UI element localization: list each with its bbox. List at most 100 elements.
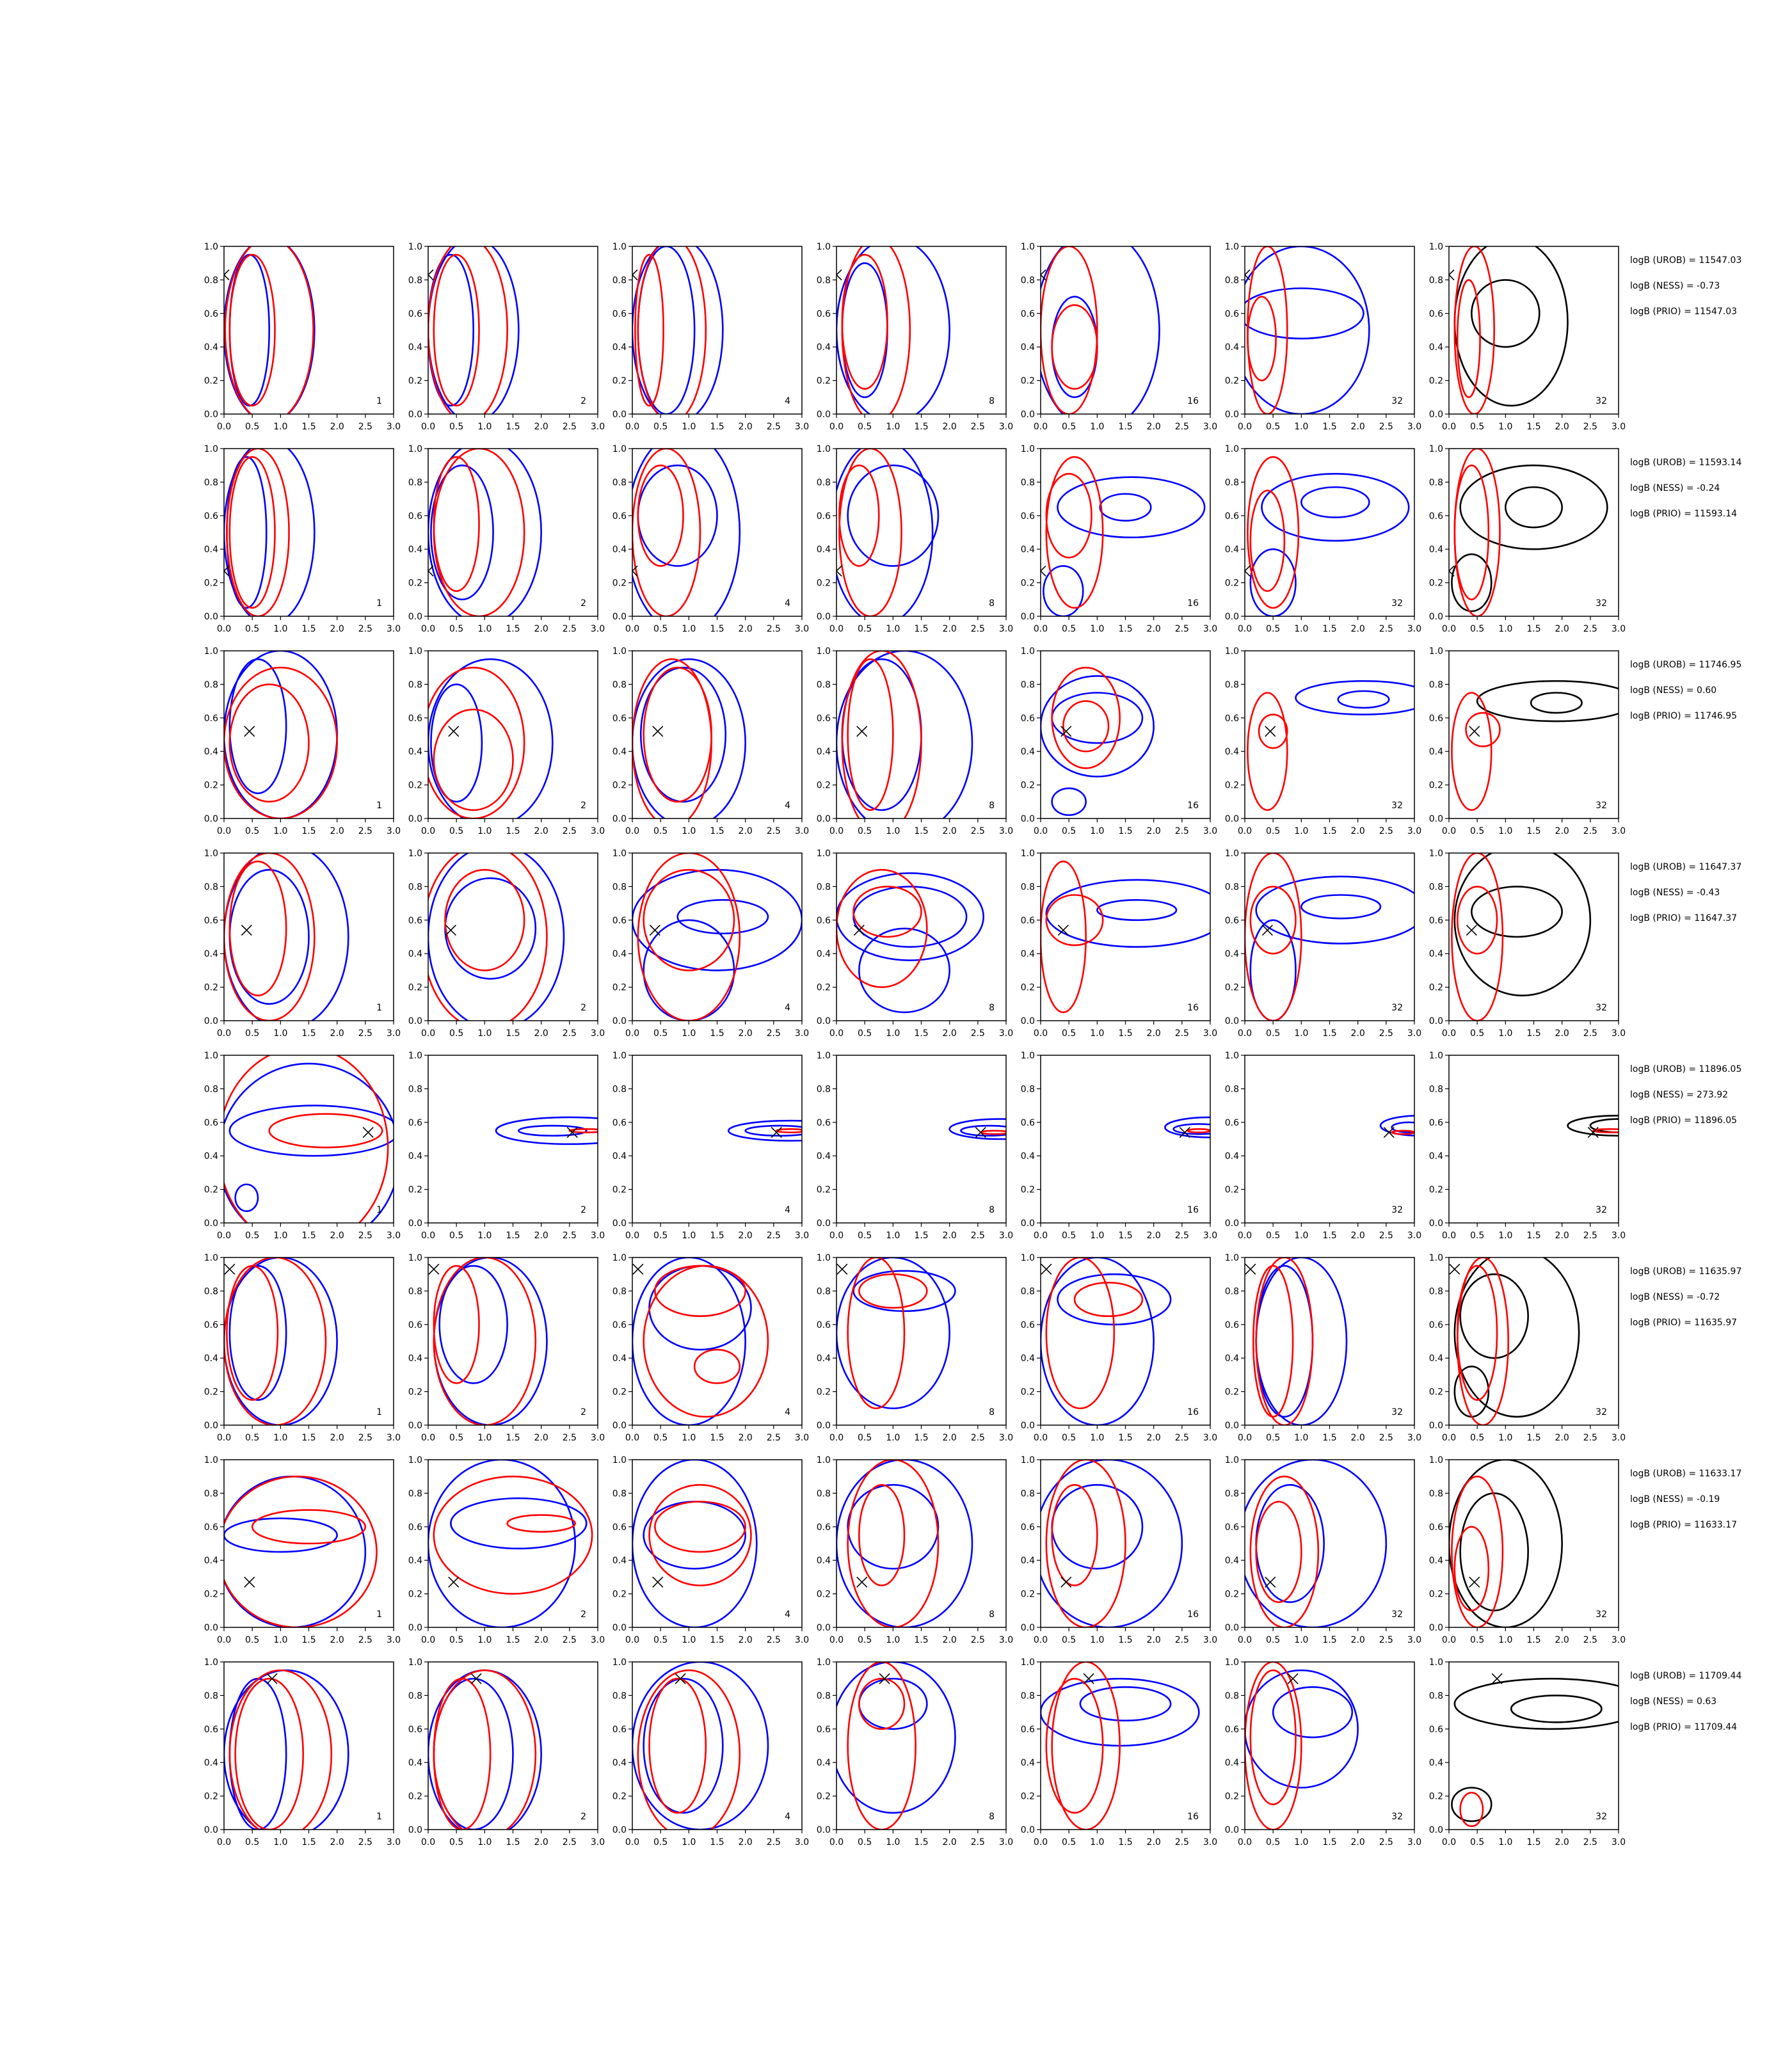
y-tick-label: 0.4 [204,545,218,555]
panel-label: 8 [989,1609,995,1620]
blue-contour [1245,1669,1359,1789]
y-tick-label: 1.0 [408,444,422,454]
x-tick-label: 0.5 [858,1635,872,1645]
y-tick-label: 1.0 [204,1657,218,1668]
red-contour [428,246,508,414]
x-tick-label: 3.0 [591,624,605,634]
y-tick-label: 0.4 [817,1151,831,1161]
y-tick-label: 0.0 [1225,1421,1239,1431]
red-contour [224,1055,389,1223]
contours [632,1460,758,1627]
axes-frame [1244,1055,1415,1224]
y-tick-label: 0.6 [1225,511,1239,522]
contours [1041,1662,1200,1830]
blue-contour [224,1062,394,1223]
x-tick-label: 2.0 [1351,1433,1365,1443]
x-tick-label: 2.5 [767,826,781,836]
x-tick-label: 2.5 [1379,624,1393,634]
y-tick-label: 0.6 [1429,1118,1443,1128]
y-tick-label: 0.4 [1225,1758,1239,1768]
x-marker [652,1576,664,1588]
contours [632,246,724,414]
x-tick-label: 0.0 [625,422,639,432]
logb-annotations: logB (UROB) = 11547.03 logB (NESS) = -0.7… [1630,255,1741,317]
y-tick-label: 0.2 [612,1792,627,1802]
subplot: 0.0 0.5 1.0 1.5 2.0 2.5 3.0 0.0 0.2 0.4 0.6 0.8 1.0 4 [612,444,809,634]
y-tick-label: 0.0 [408,814,422,824]
blue-contour [1041,1460,1183,1627]
blue-contour [1300,894,1382,920]
x-tick-label: 1.5 [710,1433,724,1443]
y-tick-label: 0.8 [1225,882,1239,892]
x-tick-label: 3.0 [795,1433,809,1443]
x-marker [1060,1576,1072,1588]
subplot: 0.0 0.5 1.0 1.5 2.0 2.5 3.0 0.0 0.2 0.4 0.6 0.8 1.0 4 [612,849,809,1039]
subplot: 0.0 0.5 1.0 1.5 2.0 2.5 3.0 0.0 0.2 0.4 0.6 0.8 1.0 1… [1021,1657,1217,1847]
x-tick-label: 1.5 [1526,624,1540,634]
blue-contour [836,1460,973,1627]
red-contour [224,246,314,414]
contours [1245,853,1414,1021]
y-tick-label: 0.8 [204,275,218,285]
x-marker [1265,1576,1276,1588]
x-marker [675,1673,686,1684]
y-tick-label: 0.6 [1429,1320,1443,1330]
x-tick-label: 2.0 [534,1028,548,1039]
x-tick-label: 1.0 [682,1231,696,1241]
contours [1451,449,1608,616]
x-tick-label: 0.0 [1034,1635,1048,1645]
blue-contour [1391,1121,1414,1133]
x-marker [1245,269,1251,281]
y-tick-label: 0.8 [1021,1691,1035,1701]
blue-contour [632,1257,746,1425]
red-contour [643,1265,769,1418]
x-marker [244,726,255,737]
x-tick-label: 3.0 [1612,422,1626,432]
blue-contour [639,666,727,803]
contours [836,1460,973,1627]
red-contour [228,456,276,609]
y-tick-label: 0.2 [1225,376,1239,387]
y-tick-label: 0.6 [1429,511,1443,522]
x-tick-label: 2.0 [943,1837,957,1847]
x-tick-label: 1.5 [506,1028,520,1039]
logb-urob-text: logB (UROB) = 11633.17 [1630,1469,1741,1479]
x-tick-label: 0.0 [829,1433,844,1443]
subplot: 0.0 0.5 1.0 1.5 2.0 2.5 3.0 0.0 0.2 0.4 0.6 0.8 1.0 3… [1225,1253,1421,1443]
red-contour [1245,1662,1302,1830]
y-tick-label: 0.2 [1021,579,1035,589]
x-tick-label: 2.0 [943,826,957,836]
y-tick-label: 0.0 [1429,814,1443,824]
black-contour [1451,1787,1492,1823]
axes-frame [1244,246,1415,415]
y-tick-label: 0.0 [1429,1623,1443,1633]
x-tick-label: 2.5 [971,422,985,432]
x-tick-label: 2.0 [1555,1433,1569,1443]
red-contour [1456,279,1481,399]
x-tick-label: 3.0 [1407,826,1421,836]
x-tick-label: 2.0 [330,1028,344,1039]
panel-label: 4 [785,1812,790,1822]
y-tick-label: 1.0 [612,242,627,252]
y-tick-label: 0.2 [204,376,218,387]
x-tick-label: 1.5 [301,1433,316,1443]
x-tick-label: 3.0 [591,422,605,432]
x-tick-label: 0.5 [1470,422,1484,432]
logb-prio-text: logB (PRIO) = 11896.05 [1630,1115,1737,1126]
x-tick-label: 0.5 [653,1231,668,1241]
y-tick-label: 0.8 [1021,680,1035,690]
panel-label: 8 [989,801,995,811]
axes-frame [223,246,394,415]
panel-label: 2 [580,1609,586,1620]
panel-label: 2 [580,1407,586,1417]
y-tick-label: 0.6 [1021,1725,1035,1735]
x-marker [836,269,842,281]
y-tick-label: 1.0 [408,1051,422,1061]
x-tick-label: 2.0 [1147,1231,1161,1241]
subplot: 0.0 0.5 1.0 1.5 2.0 2.5 3.0 0.0 0.2 0.4 0.6 0.8 1.0 8 [817,444,1013,634]
x-tick-label: 1.0 [1498,422,1512,432]
blue-contour [1255,1265,1314,1418]
y-tick-label: 1.0 [204,444,218,454]
y-tick-label: 0.0 [408,612,422,622]
x-tick-label: 0.5 [449,826,463,836]
